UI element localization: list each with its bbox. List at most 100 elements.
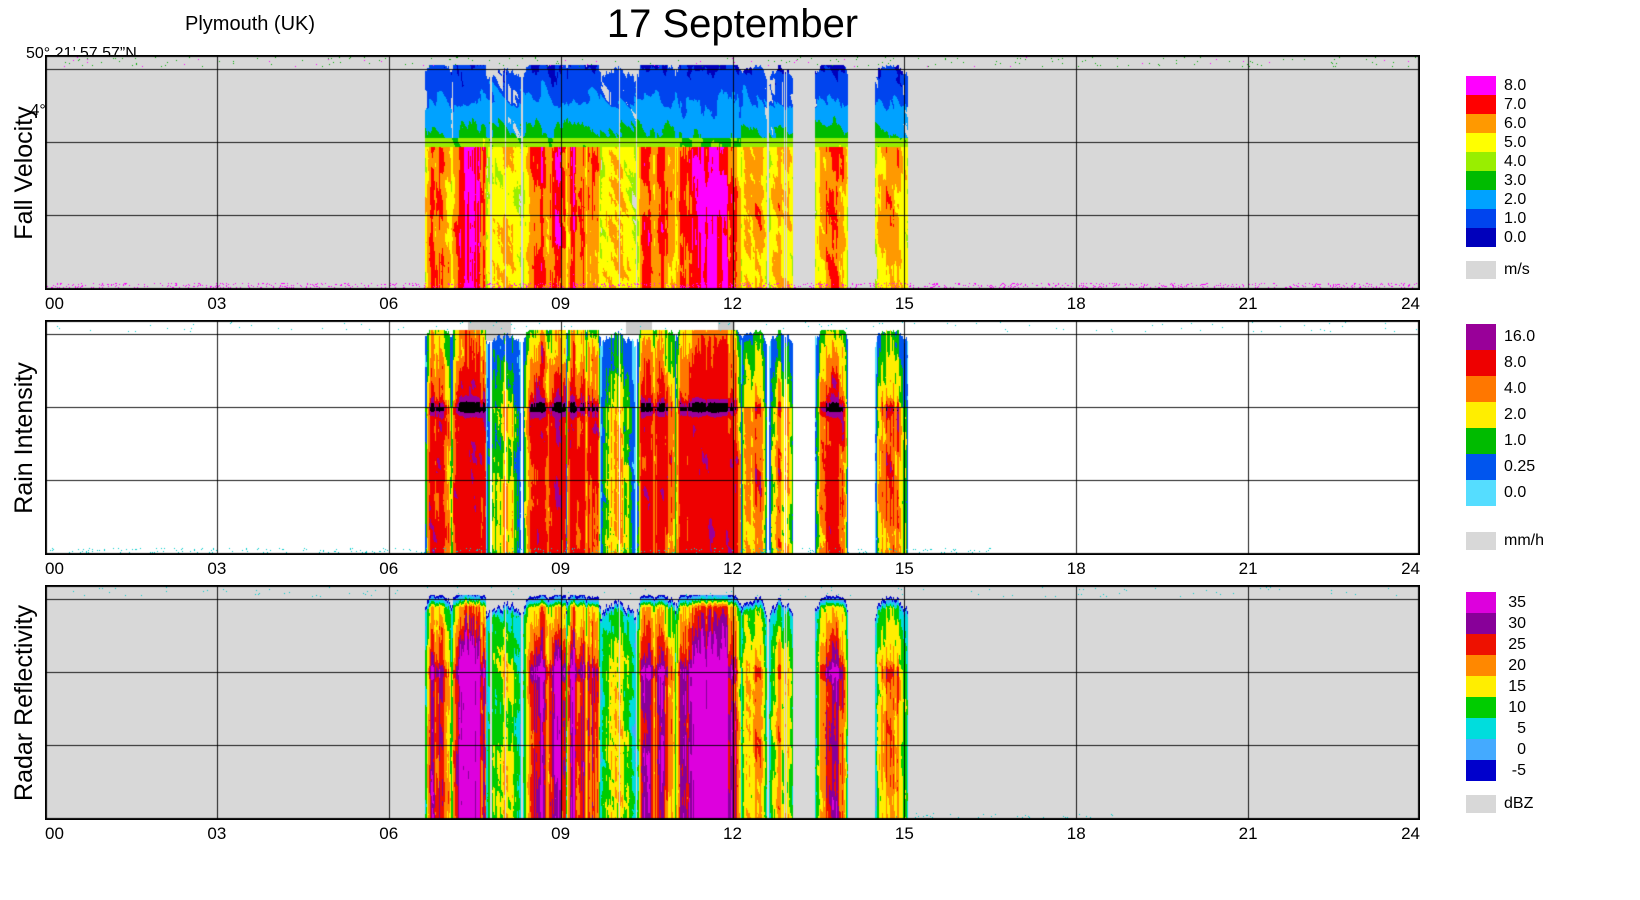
colorbar-entry: 7.0 — [1466, 95, 1636, 114]
fall-velocity-x-axis: 00 03 06 09 12 15 18 21 24 — [45, 294, 1420, 314]
colorbar-swatch — [1466, 209, 1496, 228]
colorbar-entry: 5.0 — [1466, 133, 1636, 152]
x-tick-label: 21 — [1238, 294, 1258, 313]
colorbar-unit-label: dBZ — [1504, 795, 1534, 812]
x-tick-label: 09 — [551, 559, 571, 578]
colorbar-entry: -5 — [1466, 760, 1636, 781]
colorbar-label: 35 — [1508, 593, 1526, 611]
colorbar-label: 2.0 — [1504, 406, 1527, 423]
x-tick-label: 18 — [1066, 559, 1086, 578]
x-tick-label: 18 — [1066, 294, 1086, 313]
rain-intensity-colorbar: 16.0 8.0 4.0 2.0 1.0 0.25 0.0 mm/h — [1466, 324, 1636, 550]
colorbar-swatch — [1466, 613, 1496, 634]
colorbar-label: 1.0 — [1504, 209, 1527, 227]
colorbar-label: 5 — [1517, 719, 1526, 737]
x-tick-label: 12 — [723, 824, 742, 843]
colorbar-label: 4.0 — [1504, 152, 1527, 170]
colorbar-swatch — [1466, 718, 1496, 739]
colorbar-entry: 30 — [1466, 613, 1636, 634]
colorbar-entry: 4.0 — [1466, 376, 1636, 402]
colorbar-label: 3.0 — [1504, 171, 1527, 189]
colorbar-entry: 6.0 — [1466, 114, 1636, 133]
x-tick-label: 15 — [894, 559, 914, 578]
colorbar-unit-swatch — [1466, 532, 1496, 550]
colorbar-swatch — [1466, 114, 1496, 133]
colorbar-entry: 0.0 — [1466, 480, 1636, 506]
fall-velocity-colorbar: 8.0 7.0 6.0 5.0 4.0 3.0 2.0 1.0 0.0 m/s — [1466, 76, 1636, 279]
x-tick-label: 24 — [1401, 559, 1420, 578]
x-tick-label: 15 — [894, 824, 914, 843]
colorbar-label: -5 — [1511, 761, 1526, 779]
colorbar-entry: 3.0 — [1466, 171, 1636, 190]
colorbar-label: 25 — [1508, 635, 1526, 653]
rain-intensity-plot — [45, 320, 1420, 555]
rain-intensity-x-axis: 00 03 06 09 12 15 18 21 24 — [45, 559, 1420, 579]
x-tick-label: 12 — [723, 559, 742, 578]
colorbar-entry: 25 — [1466, 634, 1636, 655]
colorbar-swatch — [1466, 324, 1496, 350]
colorbar-entry: 8.0 — [1466, 76, 1636, 95]
radar-reflectivity-colorbar: 35 30 25 20 15 10 5 0 -5 dBZ — [1466, 592, 1636, 813]
colorbar-entry: 1.0 — [1466, 428, 1636, 454]
colorbar-swatch — [1466, 228, 1496, 247]
radar-reflectivity-heatmap — [45, 585, 1420, 820]
colorbar-swatch — [1466, 760, 1496, 781]
x-tick-label: 15 — [894, 294, 914, 313]
colorbar-swatch — [1466, 592, 1496, 613]
x-tick-label: 09 — [551, 294, 571, 313]
x-tick-label: 12 — [723, 294, 742, 313]
x-tick-label: 24 — [1401, 824, 1420, 843]
x-tick-label: 03 — [207, 294, 227, 313]
colorbar-label: 20 — [1508, 656, 1526, 674]
colorbar-swatch — [1466, 376, 1496, 402]
x-tick-label: 06 — [379, 294, 399, 313]
colorbar-label: 4.0 — [1504, 380, 1527, 397]
chart-title: 17 September — [606, 2, 859, 46]
colorbar-entry: 20 — [1466, 655, 1636, 676]
colorbar-unit-row: m/s — [1466, 261, 1636, 279]
colorbar-label: 0.25 — [1504, 458, 1536, 475]
colorbar-entry: 2.0 — [1466, 402, 1636, 428]
colorbar-unit-label: mm/h — [1504, 532, 1544, 549]
colorbar-entry: 10 — [1466, 697, 1636, 718]
colorbar-entry: 0.0 — [1466, 228, 1636, 247]
colorbar-label: 1.0 — [1504, 432, 1527, 449]
colorbar-swatch — [1466, 133, 1496, 152]
colorbar-label: 6.0 — [1504, 114, 1527, 132]
x-tick-label: 00 — [45, 824, 64, 843]
y-axis-label-fall-velocity: Fall Velocity — [10, 106, 38, 240]
colorbar-swatch — [1466, 676, 1496, 697]
x-tick-label: 03 — [207, 824, 227, 843]
colorbar-unit-row: dBZ — [1466, 795, 1636, 813]
colorbar-label: 8.0 — [1504, 76, 1527, 94]
x-tick-label: 09 — [551, 824, 571, 843]
colorbar-swatch — [1466, 428, 1496, 454]
colorbar-entry: 16.0 — [1466, 324, 1636, 350]
colorbar-swatch — [1466, 95, 1496, 114]
station-name: Plymouth (UK) — [185, 13, 316, 35]
rain-intensity-heatmap — [45, 320, 1420, 555]
x-tick-label: 06 — [379, 559, 399, 578]
x-tick-label: 00 — [45, 559, 64, 578]
colorbar-label: 10 — [1508, 698, 1526, 716]
colorbar-label: 8.0 — [1504, 354, 1527, 371]
colorbar-swatch — [1466, 350, 1496, 376]
colorbar-unit-label: m/s — [1504, 261, 1530, 278]
colorbar-unit-swatch — [1466, 261, 1496, 279]
colorbar-entry: 0 — [1466, 739, 1636, 760]
y-axis-label-rain-intensity: Rain Intensity — [10, 362, 38, 514]
radar-reflectivity-x-axis: 00 03 06 09 12 15 18 21 24 — [45, 824, 1420, 844]
colorbar-swatch — [1466, 739, 1496, 760]
colorbar-swatch — [1466, 402, 1496, 428]
x-tick-label: 18 — [1066, 824, 1086, 843]
colorbar-entry: 35 — [1466, 592, 1636, 613]
colorbar-swatch — [1466, 655, 1496, 676]
colorbar-label: 2.0 — [1504, 190, 1527, 208]
colorbar-entry: 1.0 — [1466, 209, 1636, 228]
colorbar-label: 16.0 — [1504, 328, 1536, 345]
colorbar-unit-swatch — [1466, 795, 1496, 813]
colorbar-swatch — [1466, 480, 1496, 506]
colorbar-label: 0.0 — [1504, 484, 1527, 501]
colorbar-label: 7.0 — [1504, 95, 1527, 113]
